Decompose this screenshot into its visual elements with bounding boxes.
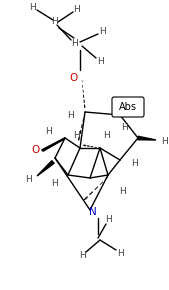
Text: H: H	[73, 131, 79, 140]
Text: H: H	[30, 3, 36, 12]
Text: H: H	[46, 128, 52, 137]
Text: H: H	[97, 57, 103, 66]
Text: H: H	[105, 215, 111, 224]
Text: H: H	[73, 6, 79, 14]
Text: H: H	[161, 137, 167, 146]
Text: H: H	[117, 249, 123, 258]
Text: H: H	[79, 251, 85, 260]
Text: H: H	[52, 17, 58, 26]
Text: O: O	[31, 145, 39, 155]
Text: N: N	[89, 207, 97, 217]
Text: H: H	[51, 179, 57, 188]
Text: H: H	[121, 122, 127, 131]
Text: O: O	[70, 73, 78, 83]
Text: H: H	[103, 131, 109, 140]
FancyBboxPatch shape	[112, 97, 144, 117]
Text: H: H	[26, 175, 32, 184]
Polygon shape	[37, 161, 54, 176]
Text: H: H	[68, 111, 74, 121]
Polygon shape	[138, 136, 156, 140]
Text: H: H	[99, 28, 105, 37]
Text: H: H	[71, 39, 77, 48]
Text: H: H	[119, 186, 125, 195]
Text: Abs: Abs	[119, 102, 137, 112]
Text: H: H	[131, 160, 137, 168]
